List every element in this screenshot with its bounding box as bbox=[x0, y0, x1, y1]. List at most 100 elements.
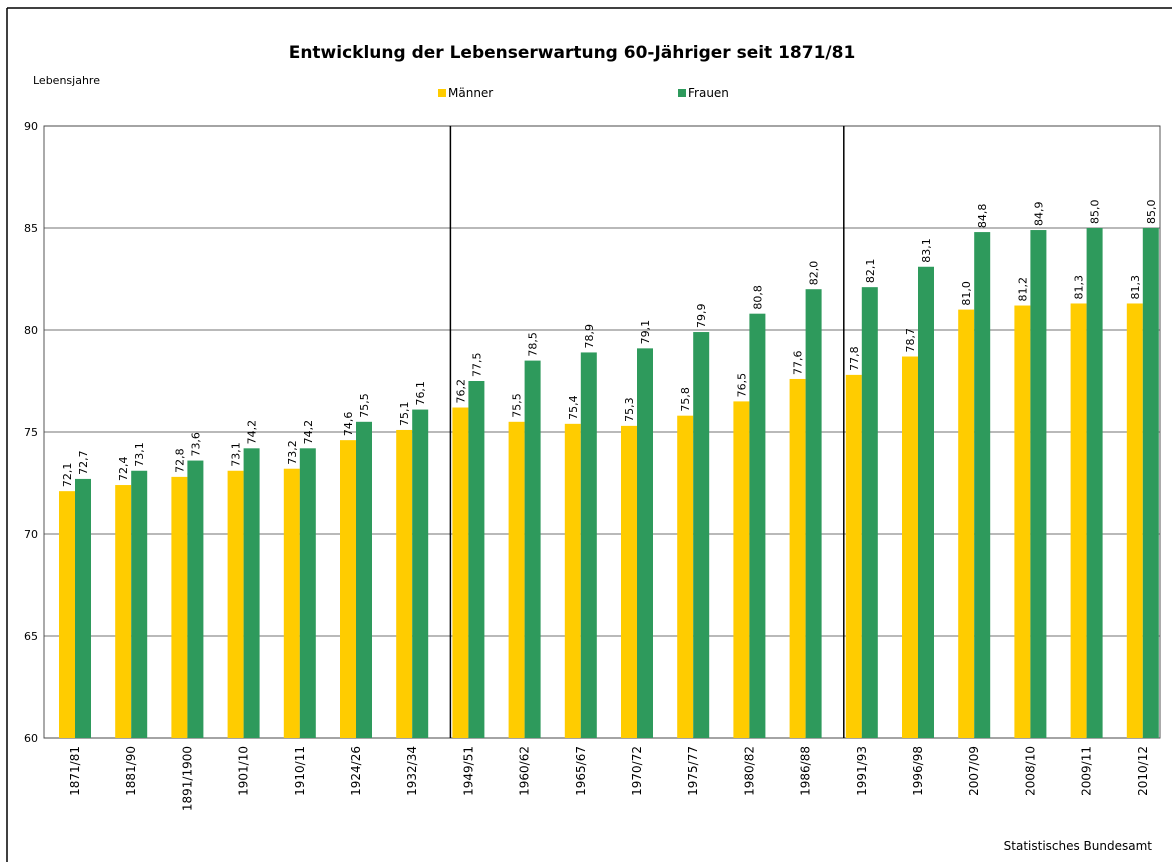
value-label: 81,0 bbox=[960, 281, 973, 306]
value-label: 73,1 bbox=[230, 442, 243, 467]
value-label: 81,2 bbox=[1016, 277, 1029, 302]
source: Statistisches Bundesamt bbox=[1004, 839, 1153, 853]
x-tick-label: 2010/12 bbox=[1136, 746, 1150, 796]
bar bbox=[637, 348, 653, 738]
bar bbox=[1142, 228, 1159, 738]
bar bbox=[452, 407, 469, 738]
bar bbox=[283, 468, 300, 738]
value-label: 76,5 bbox=[735, 373, 748, 398]
legend-label: Männer bbox=[448, 86, 493, 100]
bar bbox=[918, 266, 934, 738]
y-tick-label: 75 bbox=[24, 426, 38, 439]
x-tick-label: 1996/98 bbox=[911, 746, 925, 796]
bar bbox=[1070, 303, 1087, 738]
bar bbox=[902, 356, 918, 738]
value-label: 76,2 bbox=[454, 379, 467, 404]
bar bbox=[693, 332, 710, 738]
bar bbox=[789, 378, 806, 738]
x-tick-label: 2007/09 bbox=[967, 746, 981, 796]
x-tick-label: 1881/90 bbox=[124, 746, 138, 796]
bar bbox=[677, 415, 694, 738]
value-label: 74,2 bbox=[302, 420, 315, 445]
value-label: 72,8 bbox=[173, 448, 186, 473]
bar bbox=[1014, 305, 1031, 738]
value-label: 77,6 bbox=[792, 350, 805, 375]
value-label: 82,1 bbox=[864, 259, 877, 284]
value-label: 85,0 bbox=[1089, 200, 1102, 225]
bar bbox=[524, 360, 541, 738]
value-label: 74,6 bbox=[342, 412, 355, 437]
x-tick-label: 1910/11 bbox=[293, 746, 307, 796]
bar bbox=[243, 448, 260, 738]
y-tick-label: 80 bbox=[24, 324, 38, 337]
bar bbox=[974, 232, 991, 738]
bar bbox=[1086, 228, 1103, 738]
value-label: 72,1 bbox=[61, 463, 74, 488]
chart-title: Entwicklung der Lebenserwartung 60-Jähri… bbox=[289, 43, 856, 63]
bar bbox=[356, 421, 372, 738]
bar bbox=[564, 423, 581, 738]
x-tick-label: 1970/72 bbox=[630, 746, 644, 796]
x-tick-label: 2009/11 bbox=[1080, 746, 1094, 796]
bar bbox=[59, 491, 75, 738]
value-label: 73,6 bbox=[189, 432, 202, 457]
value-label: 77,8 bbox=[848, 346, 861, 371]
value-label: 82,0 bbox=[808, 261, 821, 286]
bar bbox=[396, 429, 413, 738]
value-label: 73,2 bbox=[286, 440, 299, 465]
value-label: 75,4 bbox=[567, 395, 580, 420]
y-tick-label: 60 bbox=[24, 732, 38, 745]
y-axis-label: Lebensjahre bbox=[33, 74, 100, 87]
value-label: 75,5 bbox=[358, 393, 371, 418]
y-tick-label: 90 bbox=[24, 120, 38, 133]
value-label: 83,1 bbox=[920, 238, 933, 263]
value-label: 79,1 bbox=[639, 320, 652, 345]
x-tick-label: 1960/62 bbox=[518, 746, 532, 796]
bar bbox=[1126, 303, 1143, 738]
value-label: 78,7 bbox=[904, 328, 917, 353]
bar bbox=[621, 425, 637, 738]
value-label: 75,8 bbox=[679, 387, 692, 412]
value-label: 84,8 bbox=[976, 204, 989, 229]
x-tick-label: 1986/88 bbox=[799, 746, 813, 796]
x-tick-label: 1949/51 bbox=[461, 746, 475, 796]
x-tick-label: 1901/10 bbox=[237, 746, 251, 796]
value-label: 80,8 bbox=[751, 285, 764, 310]
bar bbox=[227, 470, 244, 738]
x-tick-label: 1975/77 bbox=[686, 746, 700, 796]
value-label: 85,0 bbox=[1145, 200, 1158, 225]
bar bbox=[1030, 230, 1047, 739]
x-tick-label: 1965/67 bbox=[574, 746, 588, 796]
bar bbox=[508, 421, 525, 738]
y-tick-label: 70 bbox=[24, 528, 38, 541]
bar bbox=[733, 401, 750, 738]
value-label: 84,9 bbox=[1032, 202, 1045, 227]
bar bbox=[412, 409, 429, 738]
x-tick-label: 1991/93 bbox=[855, 746, 869, 796]
y-tick-label: 65 bbox=[24, 630, 38, 643]
bar bbox=[131, 470, 148, 738]
legend-label: Frauen bbox=[688, 86, 729, 100]
value-label: 79,9 bbox=[695, 304, 708, 329]
value-label: 81,3 bbox=[1129, 275, 1142, 300]
value-label: 72,7 bbox=[77, 450, 90, 475]
bar bbox=[171, 476, 188, 738]
bar bbox=[580, 352, 597, 738]
x-tick-label: 2008/10 bbox=[1023, 746, 1037, 796]
x-tick-label: 1871/81 bbox=[68, 746, 82, 796]
bar bbox=[749, 313, 766, 738]
bar bbox=[805, 289, 822, 738]
bar bbox=[468, 381, 485, 738]
x-tick-label: 1980/82 bbox=[742, 746, 756, 796]
bar bbox=[340, 440, 356, 738]
value-label: 78,9 bbox=[583, 324, 596, 349]
legend-swatch bbox=[438, 89, 446, 97]
x-tick-label: 1924/26 bbox=[349, 746, 363, 796]
value-label: 73,1 bbox=[133, 442, 146, 467]
x-tick-label: 1932/34 bbox=[405, 746, 419, 796]
value-label: 75,1 bbox=[398, 401, 411, 426]
value-label: 78,5 bbox=[527, 332, 540, 357]
value-label: 75,3 bbox=[623, 397, 636, 422]
bar bbox=[299, 448, 316, 738]
